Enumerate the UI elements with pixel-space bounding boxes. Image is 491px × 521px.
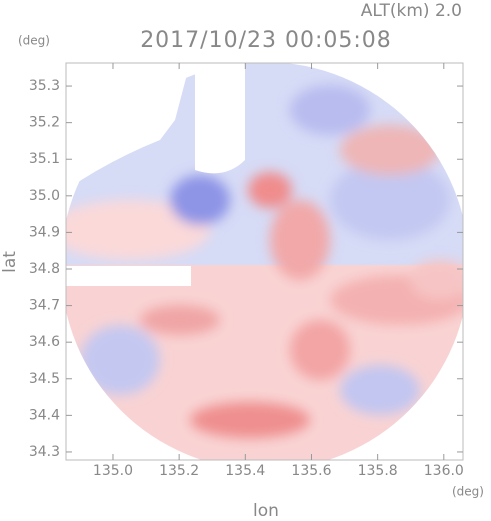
y-tick-label: 34.7	[29, 298, 60, 314]
y-tick-label: 34.4	[29, 407, 60, 423]
y-tick-label: 34.8	[29, 261, 60, 277]
plot-frame	[65, 62, 464, 461]
chart-title: 2017/10/23 00:05:08	[140, 28, 392, 53]
y-tick-label: 34.9	[29, 224, 60, 240]
y-tick-label: 35.0	[29, 188, 60, 204]
y-tick-label: 34.3	[29, 444, 60, 460]
x-unit: (deg)	[452, 485, 484, 499]
y-tick-label: 35.1	[29, 151, 60, 167]
y-tick-label: 34.5	[29, 371, 60, 387]
y-tick-label: 35.3	[29, 78, 60, 94]
y-tick-label: 35.2	[29, 115, 60, 131]
y-axis-label: lat	[0, 251, 20, 273]
altitude-label: ALT(km) 2.0	[361, 1, 462, 21]
x-tick-label: 135.2	[159, 463, 199, 479]
x-tick-label: 135.8	[358, 463, 398, 479]
x-tick-label: 135.6	[291, 463, 331, 479]
x-tick-label: 135.4	[225, 463, 265, 479]
radar-field	[66, 63, 463, 460]
y-tick-label: 34.6	[29, 334, 60, 350]
y-unit: (deg)	[18, 34, 50, 48]
x-tick-label: 136.0	[424, 463, 464, 479]
x-tick-label: 135.0	[93, 463, 133, 479]
x-axis-label: lon	[253, 501, 279, 521]
